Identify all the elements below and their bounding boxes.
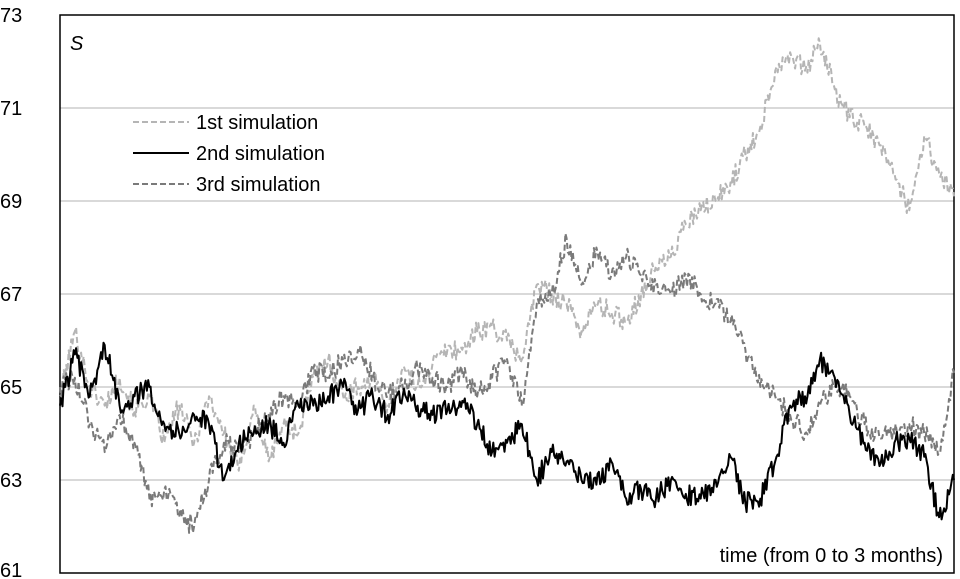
legend-label-1: 1st simulation bbox=[196, 112, 318, 134]
y-axis-label: S bbox=[70, 33, 84, 55]
y-tick-label: 63 bbox=[0, 470, 22, 492]
legend-label-3: 3rd simulation bbox=[196, 174, 321, 196]
y-tick-label: 69 bbox=[0, 191, 22, 213]
plot-frame bbox=[59, 14, 955, 574]
legend-label-2: 2nd simulation bbox=[196, 143, 325, 165]
x-axis-label: time (from 0 to 3 months) bbox=[720, 545, 943, 567]
y-tick-label: 65 bbox=[0, 377, 22, 399]
series-line-1 bbox=[59, 37, 955, 472]
series-layer bbox=[59, 37, 955, 534]
y-tick-label: 61 bbox=[0, 560, 22, 579]
series-line-2 bbox=[59, 341, 955, 521]
series-line-3 bbox=[59, 232, 955, 534]
y-tick-label: 73 bbox=[0, 5, 22, 27]
gridlines bbox=[60, 107, 954, 481]
legend: 1st simulation 2nd simulation 3rd simulati… bbox=[133, 112, 325, 196]
y-tick-label: 67 bbox=[0, 284, 22, 306]
y-tick-label: 71 bbox=[0, 98, 22, 120]
y-tick-labels: 61 63 65 67 69 71 73 bbox=[0, 5, 22, 579]
